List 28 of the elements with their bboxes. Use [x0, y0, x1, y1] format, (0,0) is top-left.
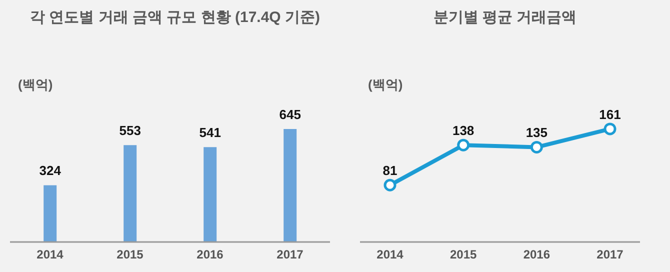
x-tick-label: 2015 — [116, 248, 144, 262]
data-label: 135 — [526, 125, 548, 140]
y-axis-title: (백억) — [18, 76, 53, 94]
x-tick-label: 2014 — [376, 248, 404, 262]
data-label: 81 — [382, 163, 398, 178]
x-tick-label: 2014 — [36, 248, 64, 262]
data-label: 138 — [452, 123, 474, 138]
point — [457, 138, 470, 152]
x-tick-label: 2017 — [596, 248, 624, 262]
point — [604, 122, 616, 136]
x-tick-label: 2016 — [196, 248, 224, 262]
point — [530, 140, 543, 154]
point — [384, 178, 396, 192]
x-tick-label: 2015 — [450, 248, 478, 262]
data-label: 161 — [599, 106, 621, 122]
data-label: 553 — [119, 123, 141, 138]
y-axis-title: (백억) — [368, 76, 403, 94]
bar — [124, 145, 137, 242]
chart-title: 분기별 평균 거래금액 — [432, 8, 578, 28]
chart-title: 각 연도별 거래 금액 규모 현황 (17.4Q 기준) — [28, 8, 322, 28]
bar — [284, 128, 297, 242]
data-label: 324 — [39, 163, 62, 178]
x-tick-label: 2016 — [523, 248, 550, 262]
data-label: 645 — [279, 106, 301, 122]
bar — [204, 147, 217, 242]
bar — [44, 185, 57, 242]
data-label: 541 — [199, 125, 221, 140]
x-tick-label: 2017 — [276, 248, 304, 262]
